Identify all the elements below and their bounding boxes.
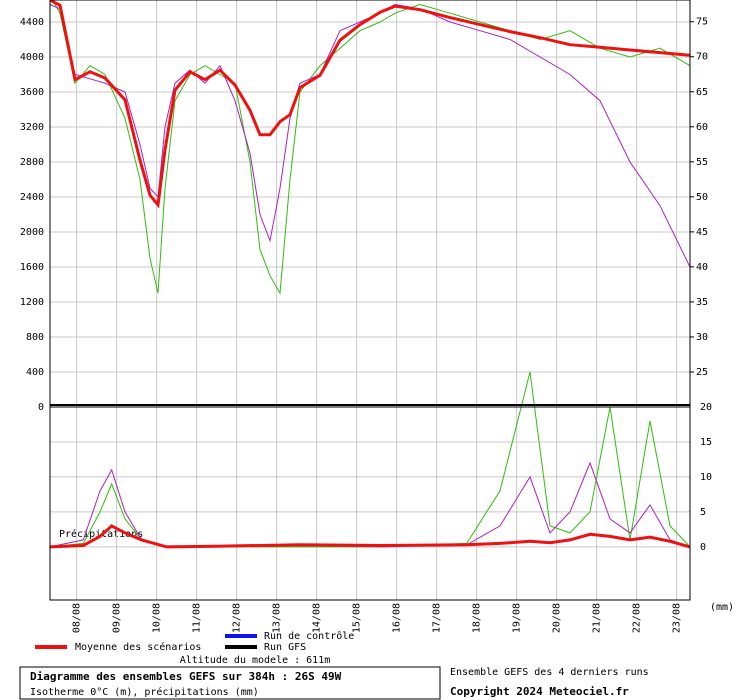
y-tick-label: 3600 xyxy=(20,87,44,98)
y-tick-label: 1600 xyxy=(20,262,44,273)
copyright: Copyright 2024 Meteociel.fr xyxy=(450,685,629,698)
y2-tick-label: 60 xyxy=(696,122,708,133)
y2-tick-label: 45 xyxy=(696,227,708,238)
y2-tick-label: 5 xyxy=(700,507,706,518)
y2-tick-label: 10 xyxy=(700,472,712,483)
y-tick-label: 2800 xyxy=(20,157,44,168)
plot-frame xyxy=(49,406,691,601)
x-tick-label: 12/08 xyxy=(232,603,243,633)
y2-tick-label: 50 xyxy=(696,192,708,203)
y2-tick-label: 15 xyxy=(700,437,712,448)
y-tick-label: 400 xyxy=(26,367,44,378)
x-tick-label: 21/08 xyxy=(592,603,603,633)
footer-title: Diagramme des ensembles GEFS sur 384h : … xyxy=(30,670,342,683)
altitude: Altitude du modele : 611m xyxy=(180,655,331,666)
legend-label: Moyenne des scénarios xyxy=(75,641,201,653)
series-line xyxy=(49,3,691,268)
x-tick-label: 16/08 xyxy=(392,603,403,633)
x-tick-label: 19/08 xyxy=(512,603,523,633)
y2-tick-label: 35 xyxy=(696,297,708,308)
x-tick-label: 10/08 xyxy=(152,603,163,633)
y2-tick-label: 65 xyxy=(696,87,708,98)
y-tick-label: 2400 xyxy=(20,192,44,203)
y-tick-label: 4400 xyxy=(20,17,44,28)
y-tick-label: 800 xyxy=(26,332,44,343)
y2-tick-label: 25 xyxy=(696,367,708,378)
x-tick-label: 13/08 xyxy=(272,603,283,633)
x-tick-label: 09/08 xyxy=(112,603,123,633)
x-tick-label: 20/08 xyxy=(552,603,563,633)
series-line xyxy=(49,0,691,209)
x-tick-label: 15/08 xyxy=(352,603,363,633)
legend-label: Run GFS xyxy=(264,642,306,653)
legend-label: Run de contrôle xyxy=(264,630,354,642)
y-tick-label: 4000 xyxy=(20,52,44,63)
x-tick-label: 18/08 xyxy=(472,603,483,633)
y2-tick-label: 55 xyxy=(696,157,708,168)
y2-tick-label: 40 xyxy=(696,262,708,273)
y-tick-label: 0 xyxy=(38,402,44,413)
y2-tick-label: 20 xyxy=(700,402,712,413)
footer-box xyxy=(19,666,441,700)
y2-tick-label: 75 xyxy=(696,17,708,28)
x-tick-label: 11/08 xyxy=(192,603,203,633)
footer-runs: Ensemble GEFS des 4 derniers runs xyxy=(450,667,649,678)
y-tick-label: 3200 xyxy=(20,122,44,133)
y2-tick-label: 30 xyxy=(696,332,708,343)
x-tick-label: 23/08 xyxy=(672,603,683,633)
unit-label: (mm) xyxy=(710,602,734,613)
y2-tick-label: 70 xyxy=(696,52,708,63)
x-tick-label: 08/08 xyxy=(72,603,83,633)
y-tick-label: 2000 xyxy=(20,227,44,238)
x-tick-label: 14/08 xyxy=(312,603,323,633)
x-tick-label: 17/08 xyxy=(432,603,443,633)
x-tick-label: 22/08 xyxy=(632,603,643,633)
y2-tick-label: 0 xyxy=(700,542,706,553)
y-tick-label: 1200 xyxy=(20,297,44,308)
series-line xyxy=(49,524,691,549)
footer-subtitle: Isotherme 0°C (m), précipitations (mm) xyxy=(30,686,259,698)
